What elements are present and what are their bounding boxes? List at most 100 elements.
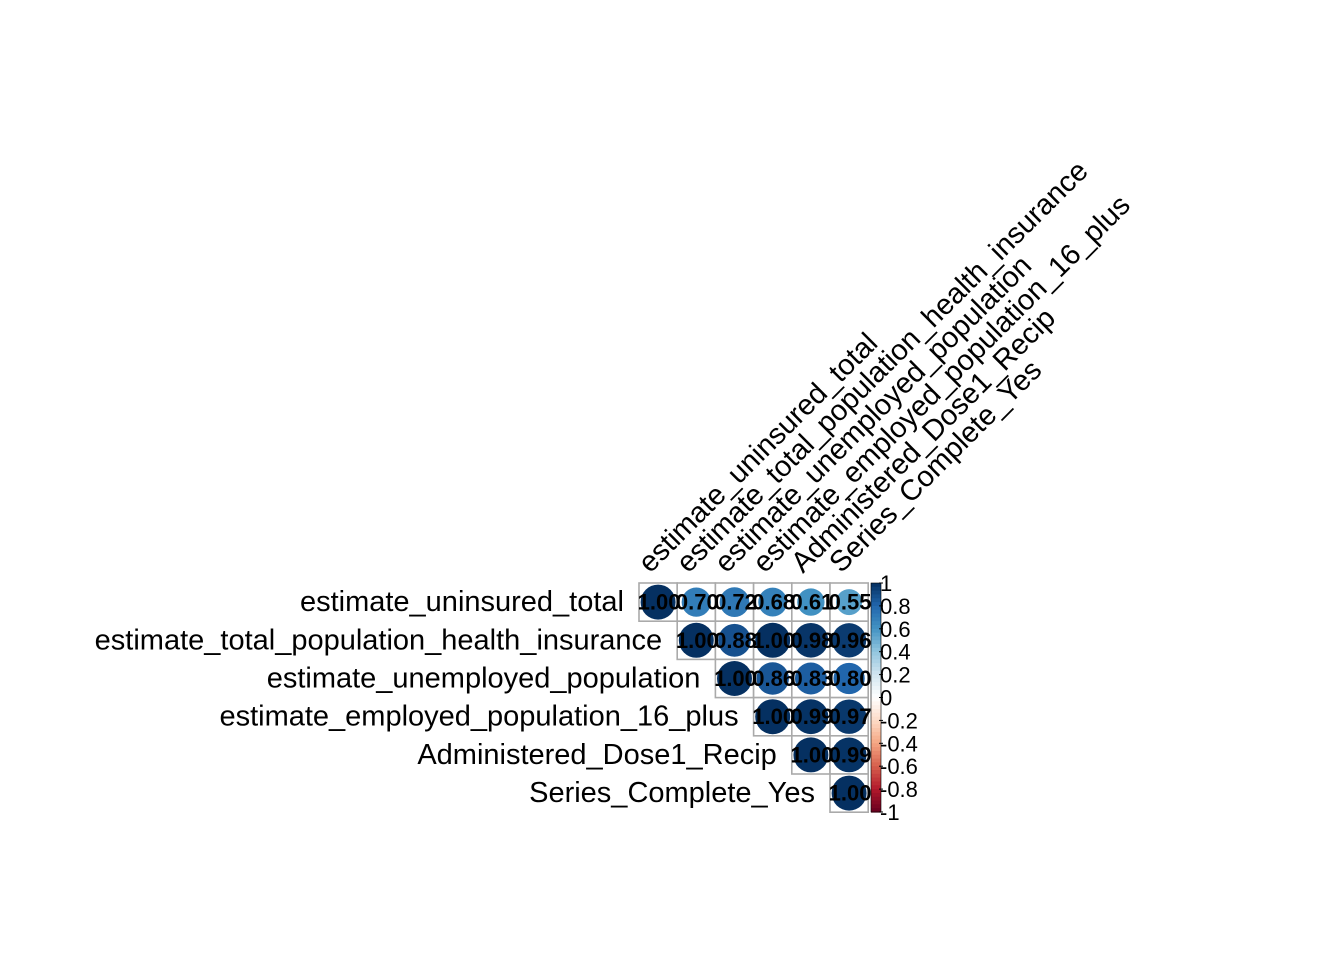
colorbar-segment xyxy=(871,789,881,794)
colorbar-segment xyxy=(871,716,881,721)
colorbar-segment xyxy=(871,728,881,733)
correlation-circle xyxy=(755,622,791,658)
colorbar-segment xyxy=(871,670,881,676)
colorbar-segment xyxy=(871,586,881,592)
correlation-circle xyxy=(831,699,867,734)
correlation-circle xyxy=(831,775,867,811)
colorbar-tick-label: 0.4 xyxy=(880,640,911,665)
colorbar-segment xyxy=(871,758,881,763)
colorbar-segment xyxy=(871,590,881,596)
colorbar-segment xyxy=(871,720,881,725)
row-label: estimate_uninsured_total xyxy=(300,586,624,618)
coefficient-label: 0.98 xyxy=(790,628,833,653)
colorbar-segment xyxy=(871,724,881,729)
colorbar-segment xyxy=(871,678,881,683)
colorbar-segment xyxy=(871,632,881,638)
colorbar-segment xyxy=(871,762,881,767)
correlation-circle xyxy=(831,623,867,658)
colorbar-segment xyxy=(871,792,881,798)
coefficient-label: 0.55 xyxy=(829,590,872,615)
colorbar-segment xyxy=(871,583,881,588)
colorbar-tick-label: -0.2 xyxy=(880,708,918,733)
colorbar-segment xyxy=(871,624,881,630)
colorbar-segment xyxy=(871,640,881,645)
row-label: Series_Complete_Yes xyxy=(529,777,815,809)
colorbar-segment xyxy=(871,663,881,668)
colorbar-segment xyxy=(871,621,881,626)
colorbar-segment xyxy=(871,617,881,622)
coefficient-label: 0.88 xyxy=(714,628,757,653)
colorbar-tick-label: -0.6 xyxy=(880,754,918,779)
correlation-circle xyxy=(755,699,791,735)
correlation-circle xyxy=(793,737,829,773)
colorbar-segment xyxy=(871,777,881,783)
colorbar-segment xyxy=(871,609,881,615)
correlation-circle xyxy=(678,622,714,658)
coefficient-label: 0.61 xyxy=(790,590,833,615)
row-label: Administered_Dose1_Recip xyxy=(417,739,776,771)
colorbar-tick-label: -0.8 xyxy=(880,777,918,802)
correlation-circle xyxy=(794,662,827,695)
coefficient-label: 0.86 xyxy=(752,666,795,691)
colorbar-segment xyxy=(871,636,881,641)
colorbar-segment xyxy=(871,743,881,748)
correlation-circle xyxy=(681,587,711,617)
colorbar-segment xyxy=(871,705,881,710)
row-label: estimate_employed_population_16_plus xyxy=(219,701,738,733)
colorbar-segment xyxy=(871,708,881,714)
colorbar-segment xyxy=(871,659,881,664)
colorbar-segment xyxy=(871,628,881,634)
correlation-circle xyxy=(831,737,867,773)
colorbar-segment xyxy=(871,808,881,813)
coefficient-labels: 1.000.700.720.680.610.551.000.881.000.98… xyxy=(638,590,872,806)
colorbar-segment xyxy=(871,682,881,687)
colorbar-segment xyxy=(871,613,881,618)
colorbar-tick-label: -1 xyxy=(880,800,900,825)
colorbar-segment xyxy=(871,735,881,741)
correlation-circle xyxy=(833,662,865,695)
colorbar-segment xyxy=(871,644,881,649)
colorbar-segment xyxy=(871,605,881,611)
correlation-circle xyxy=(756,662,789,695)
colorbar: 10.80.60.40.20-0.2-0.4-0.6-0.8-1 xyxy=(870,571,918,825)
colorbar-tick-label: 1 xyxy=(880,571,892,596)
correlation-circle xyxy=(719,587,750,617)
coefficient-label: 0.97 xyxy=(829,704,872,729)
coefficient-label: 1.00 xyxy=(638,590,681,615)
coefficient-label: 0.70 xyxy=(676,590,719,615)
colorbar-segment xyxy=(871,766,881,771)
coefficient-label: 1.00 xyxy=(676,628,719,653)
colorbar-segment xyxy=(871,712,881,718)
correlation-circle xyxy=(718,623,751,657)
correlation-circle xyxy=(836,589,863,616)
colorbar-tick-label: 0.6 xyxy=(880,617,911,642)
colorbar-segment xyxy=(871,686,881,691)
colorbar-segment xyxy=(871,674,881,680)
row-labels: estimate_uninsured_total estimate_total_p… xyxy=(95,586,815,809)
colorbar-segment xyxy=(871,666,881,672)
colorbar-segment xyxy=(871,773,881,779)
coefficient-label: 1.00 xyxy=(752,628,795,653)
colorbar-segment xyxy=(871,655,881,660)
coefficient-label: 0.68 xyxy=(752,590,795,615)
colorbar-segment xyxy=(871,594,881,599)
colorbar-segment xyxy=(871,781,881,786)
colorbar-tick-label: 0.2 xyxy=(880,663,911,688)
colorbar-segment xyxy=(871,651,881,657)
colorbar-segment xyxy=(871,754,881,760)
coefficient-label: 1.00 xyxy=(790,742,833,767)
colorbar-segment xyxy=(871,647,881,653)
coefficient-label: 1.00 xyxy=(829,781,872,806)
coefficient-label: 0.99 xyxy=(790,704,833,729)
colorbar-segment xyxy=(871,598,881,603)
column-labels: estimate_uninsured_totalestimate_total_p… xyxy=(632,155,1136,579)
colorbar-segment xyxy=(871,796,881,802)
colorbar-tick-label: 0.8 xyxy=(880,594,911,619)
colorbar-tick-label: -0.4 xyxy=(880,731,918,756)
coefficient-label: 0.80 xyxy=(829,666,872,691)
colorbar-tick-label: 0 xyxy=(880,686,892,711)
colorbar-segment xyxy=(871,701,881,706)
coefficient-label: 0.72 xyxy=(714,590,757,615)
coefficient-label: 0.83 xyxy=(790,666,833,691)
